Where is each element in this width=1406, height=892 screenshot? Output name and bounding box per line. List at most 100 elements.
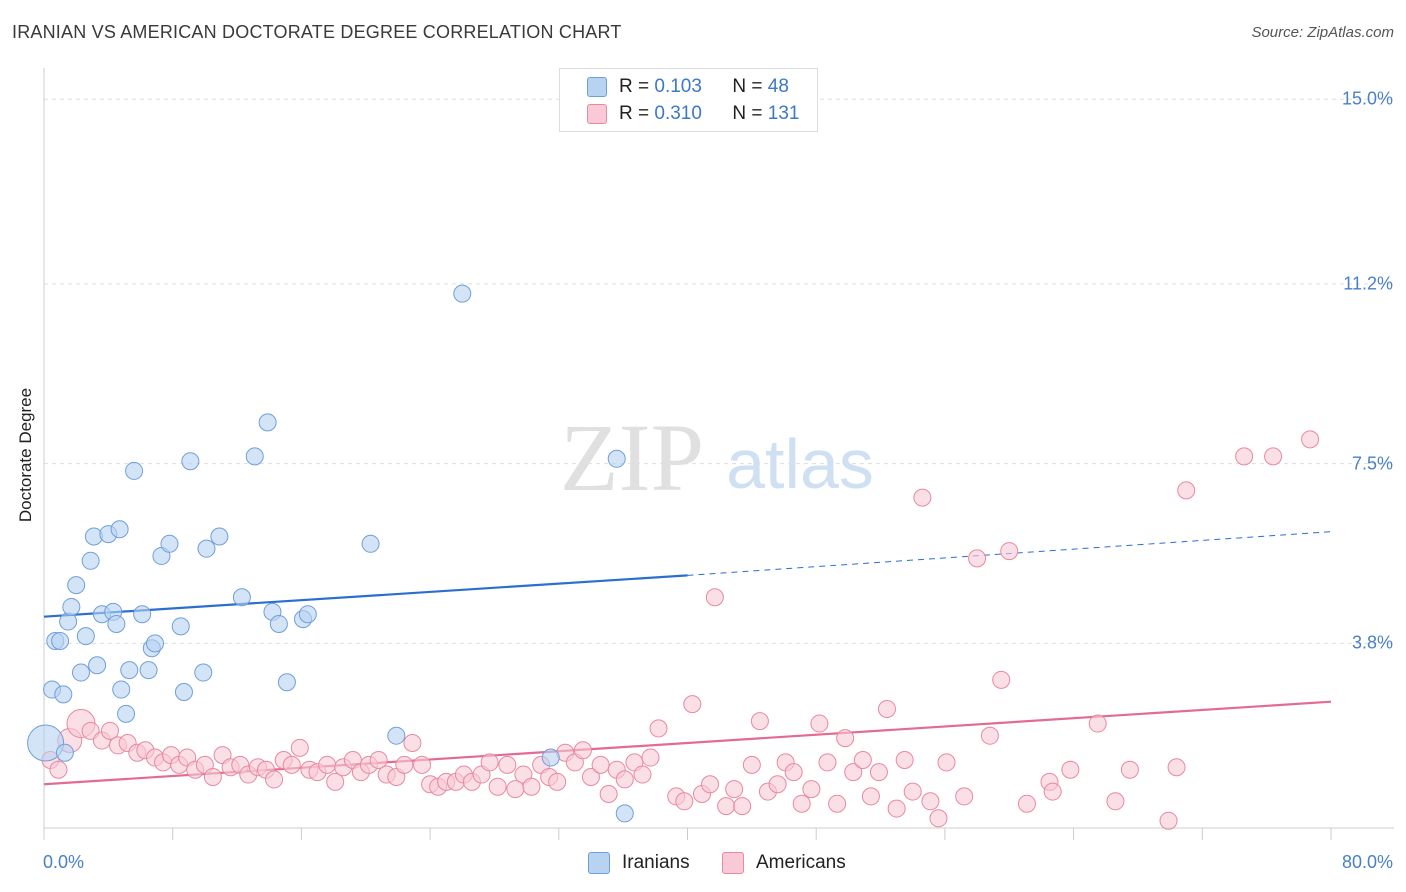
americans-point <box>1061 760 1080 779</box>
legend-r-label: R = <box>619 76 650 97</box>
americans-swatch <box>587 104 607 124</box>
americans-point <box>861 787 880 806</box>
watermark: ZIP atlas <box>560 404 874 511</box>
y-tick-label: 3.8% <box>1351 632 1393 653</box>
americans-point <box>369 750 388 769</box>
americans-point <box>100 721 119 740</box>
americans-point <box>818 753 837 772</box>
iranians-point <box>51 631 70 650</box>
americans-point <box>1088 714 1107 733</box>
iranians-point <box>615 804 634 823</box>
americans-point <box>968 549 987 568</box>
americans-point <box>725 780 744 799</box>
iranians-point <box>117 704 136 723</box>
legend-n-value: 48 <box>767 76 789 97</box>
americans-point <box>869 763 888 782</box>
americans-point <box>395 755 414 774</box>
americans-point <box>887 799 906 818</box>
iranians-point <box>298 605 317 624</box>
americans-point <box>921 792 940 811</box>
iranians-point <box>62 597 81 616</box>
iranians-point <box>67 576 86 595</box>
iranians-point <box>194 663 213 682</box>
americans-point <box>675 792 694 811</box>
americans-point <box>810 714 829 733</box>
series-legend-iranians[interactable]: Iranians <box>588 852 690 874</box>
iranians-point <box>54 685 73 704</box>
iranians-point <box>59 612 78 631</box>
source-label: Source: ZipAtlas.com <box>1251 24 1394 41</box>
americans-point <box>488 777 507 796</box>
americans-point <box>265 770 284 789</box>
americans-point <box>717 797 736 816</box>
iranians-point <box>110 520 129 539</box>
iranians-point <box>245 447 264 466</box>
iranians-point <box>55 743 74 762</box>
americans-point <box>828 794 847 813</box>
americans-point <box>615 770 634 789</box>
americans-point <box>683 695 702 714</box>
legend-r-label: R = <box>619 103 650 124</box>
iranians-trend-line <box>43 574 688 618</box>
americans-point <box>742 755 761 774</box>
iranians-point <box>269 614 288 633</box>
americans-point <box>1120 760 1139 779</box>
americans-point <box>853 750 872 769</box>
iranians-swatch <box>587 77 607 97</box>
iranians-point <box>81 551 100 570</box>
americans-point <box>1106 792 1125 811</box>
americans-point <box>701 775 720 794</box>
legend-row-americans: R = 0.310 N = 131 <box>587 101 799 127</box>
americans-point <box>1017 794 1036 813</box>
americans-point <box>705 588 724 607</box>
americans-point <box>1159 811 1178 830</box>
iranians-point <box>181 452 200 471</box>
legend-row-iranians: R = 0.103 N = 48 <box>587 74 789 100</box>
iranians-point <box>232 588 251 607</box>
iranians-legend-swatch <box>588 852 610 874</box>
americans-point <box>203 767 222 786</box>
grid <box>44 98 1394 644</box>
americans-point <box>403 733 422 752</box>
x-tick-label-max: 80.0% <box>1341 852 1393 872</box>
americans-point <box>955 787 974 806</box>
americans-point <box>591 755 610 774</box>
americans-point <box>877 699 896 718</box>
iranians-point <box>139 661 158 680</box>
americans-legend-swatch <box>722 852 744 874</box>
iranians-point <box>120 661 139 680</box>
iranians-point <box>160 534 179 553</box>
americans-point <box>480 753 499 772</box>
americans-point <box>641 748 660 767</box>
americans-point <box>649 719 668 738</box>
watermark-zip: ZIP <box>560 404 704 511</box>
series-legend-americans[interactable]: Americans <box>722 852 846 874</box>
iranians-point <box>133 605 152 624</box>
americans-point <box>522 777 541 796</box>
correlation-legend: R = 0.103 N = 48 R = 0.310 N = 131 <box>559 68 818 132</box>
americans-point <box>1167 758 1186 777</box>
americans-point <box>326 772 345 791</box>
iranians-point <box>453 284 472 303</box>
legend-r-value: 0.310 <box>654 103 702 124</box>
americans-point <box>1177 481 1196 500</box>
americans-point <box>573 741 592 760</box>
iranians-legend-label: Iranians <box>622 852 690 873</box>
iranians-point <box>197 539 216 558</box>
americans-point <box>980 726 999 745</box>
iranians-point <box>607 449 626 468</box>
americans-point <box>929 809 948 828</box>
iranians-point <box>112 680 131 699</box>
iranians-point <box>27 724 65 762</box>
americans-point <box>903 782 922 801</box>
iranians-points <box>27 284 634 823</box>
americans-point <box>802 780 821 799</box>
americans-point <box>836 729 855 748</box>
iranians-point <box>76 627 95 646</box>
americans-point <box>290 738 309 757</box>
y-tick-label: 7.5% <box>1351 453 1393 474</box>
legend-r-value: 0.103 <box>654 76 702 97</box>
legend-n-label: N = <box>732 103 763 124</box>
iranians-point <box>541 748 560 767</box>
iranians-point <box>171 617 190 636</box>
